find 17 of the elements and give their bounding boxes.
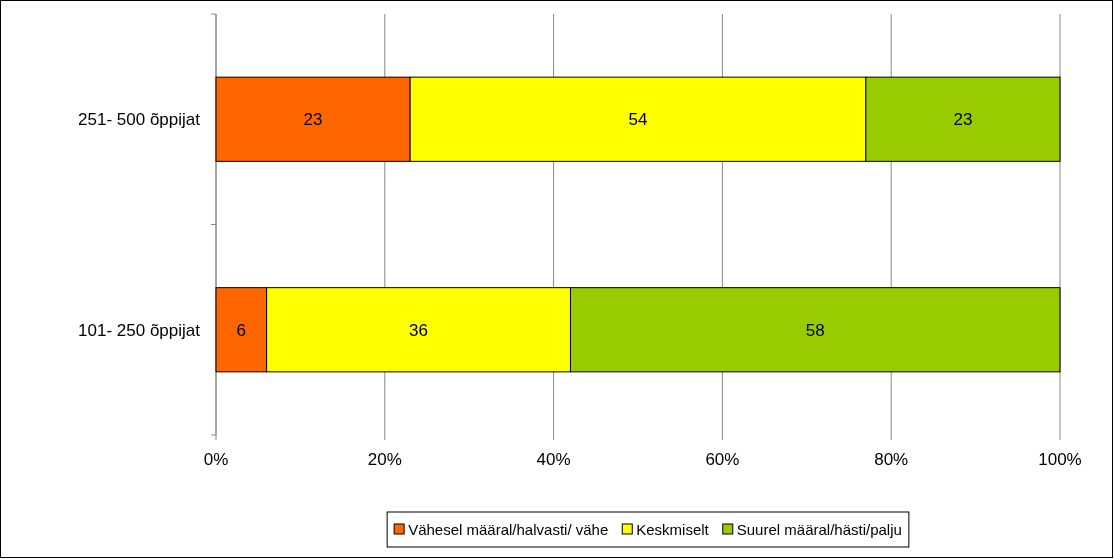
x-tick-label: 0%	[203, 450, 229, 469]
legend-label: Keskmiselt	[636, 520, 710, 538]
data-label: 6	[236, 320, 247, 340]
data-label: 54	[628, 110, 648, 130]
x-tick-label: 100%	[1038, 450, 1082, 469]
x-tick-label: 80%	[874, 450, 909, 469]
data-label: 23	[303, 110, 323, 130]
legend-label: Vähesel määral/halvasti/ vähe	[408, 520, 609, 538]
y-tick-label: 101- 250 õppijat	[78, 320, 201, 340]
data-label: 23	[953, 110, 973, 130]
data-label: 58	[805, 320, 825, 340]
data-label: 36	[409, 320, 429, 340]
x-tick-label: 60%	[705, 450, 740, 469]
legend-label: Suurel määral/hästi/palju	[736, 520, 902, 538]
x-tick-label: 20%	[367, 450, 402, 469]
y-tick-label: 251- 500 õppijat	[78, 110, 201, 130]
x-tick-label: 40%	[536, 450, 571, 469]
